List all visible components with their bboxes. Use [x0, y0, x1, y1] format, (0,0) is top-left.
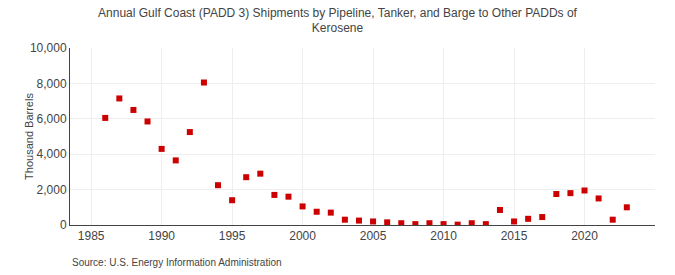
svg-text:8,000: 8,000 [37, 77, 67, 91]
svg-text:1995: 1995 [219, 229, 246, 243]
svg-text:0: 0 [60, 218, 67, 232]
svg-text:1985: 1985 [78, 229, 105, 243]
svg-text:2005: 2005 [360, 229, 387, 243]
svg-text:2,000: 2,000 [37, 183, 67, 197]
svg-text:Thousand Barrels: Thousand Barrels [23, 93, 35, 180]
svg-text:2020: 2020 [571, 229, 598, 243]
svg-text:Annual Gulf Coast (PADD 3) Shi: Annual Gulf Coast (PADD 3) Shipments by … [98, 6, 578, 36]
svg-text:6,000: 6,000 [37, 112, 67, 126]
svg-text:4,000: 4,000 [37, 147, 67, 161]
svg-text:Source: U.S. Energy Informatio: Source: U.S. Energy Information Administ… [72, 257, 282, 268]
svg-text:2000: 2000 [289, 229, 316, 243]
svg-text:2010: 2010 [430, 229, 457, 243]
svg-text:2015: 2015 [501, 229, 528, 243]
svg-text:1990: 1990 [148, 229, 175, 243]
svg-text:10,000: 10,000 [30, 41, 67, 55]
